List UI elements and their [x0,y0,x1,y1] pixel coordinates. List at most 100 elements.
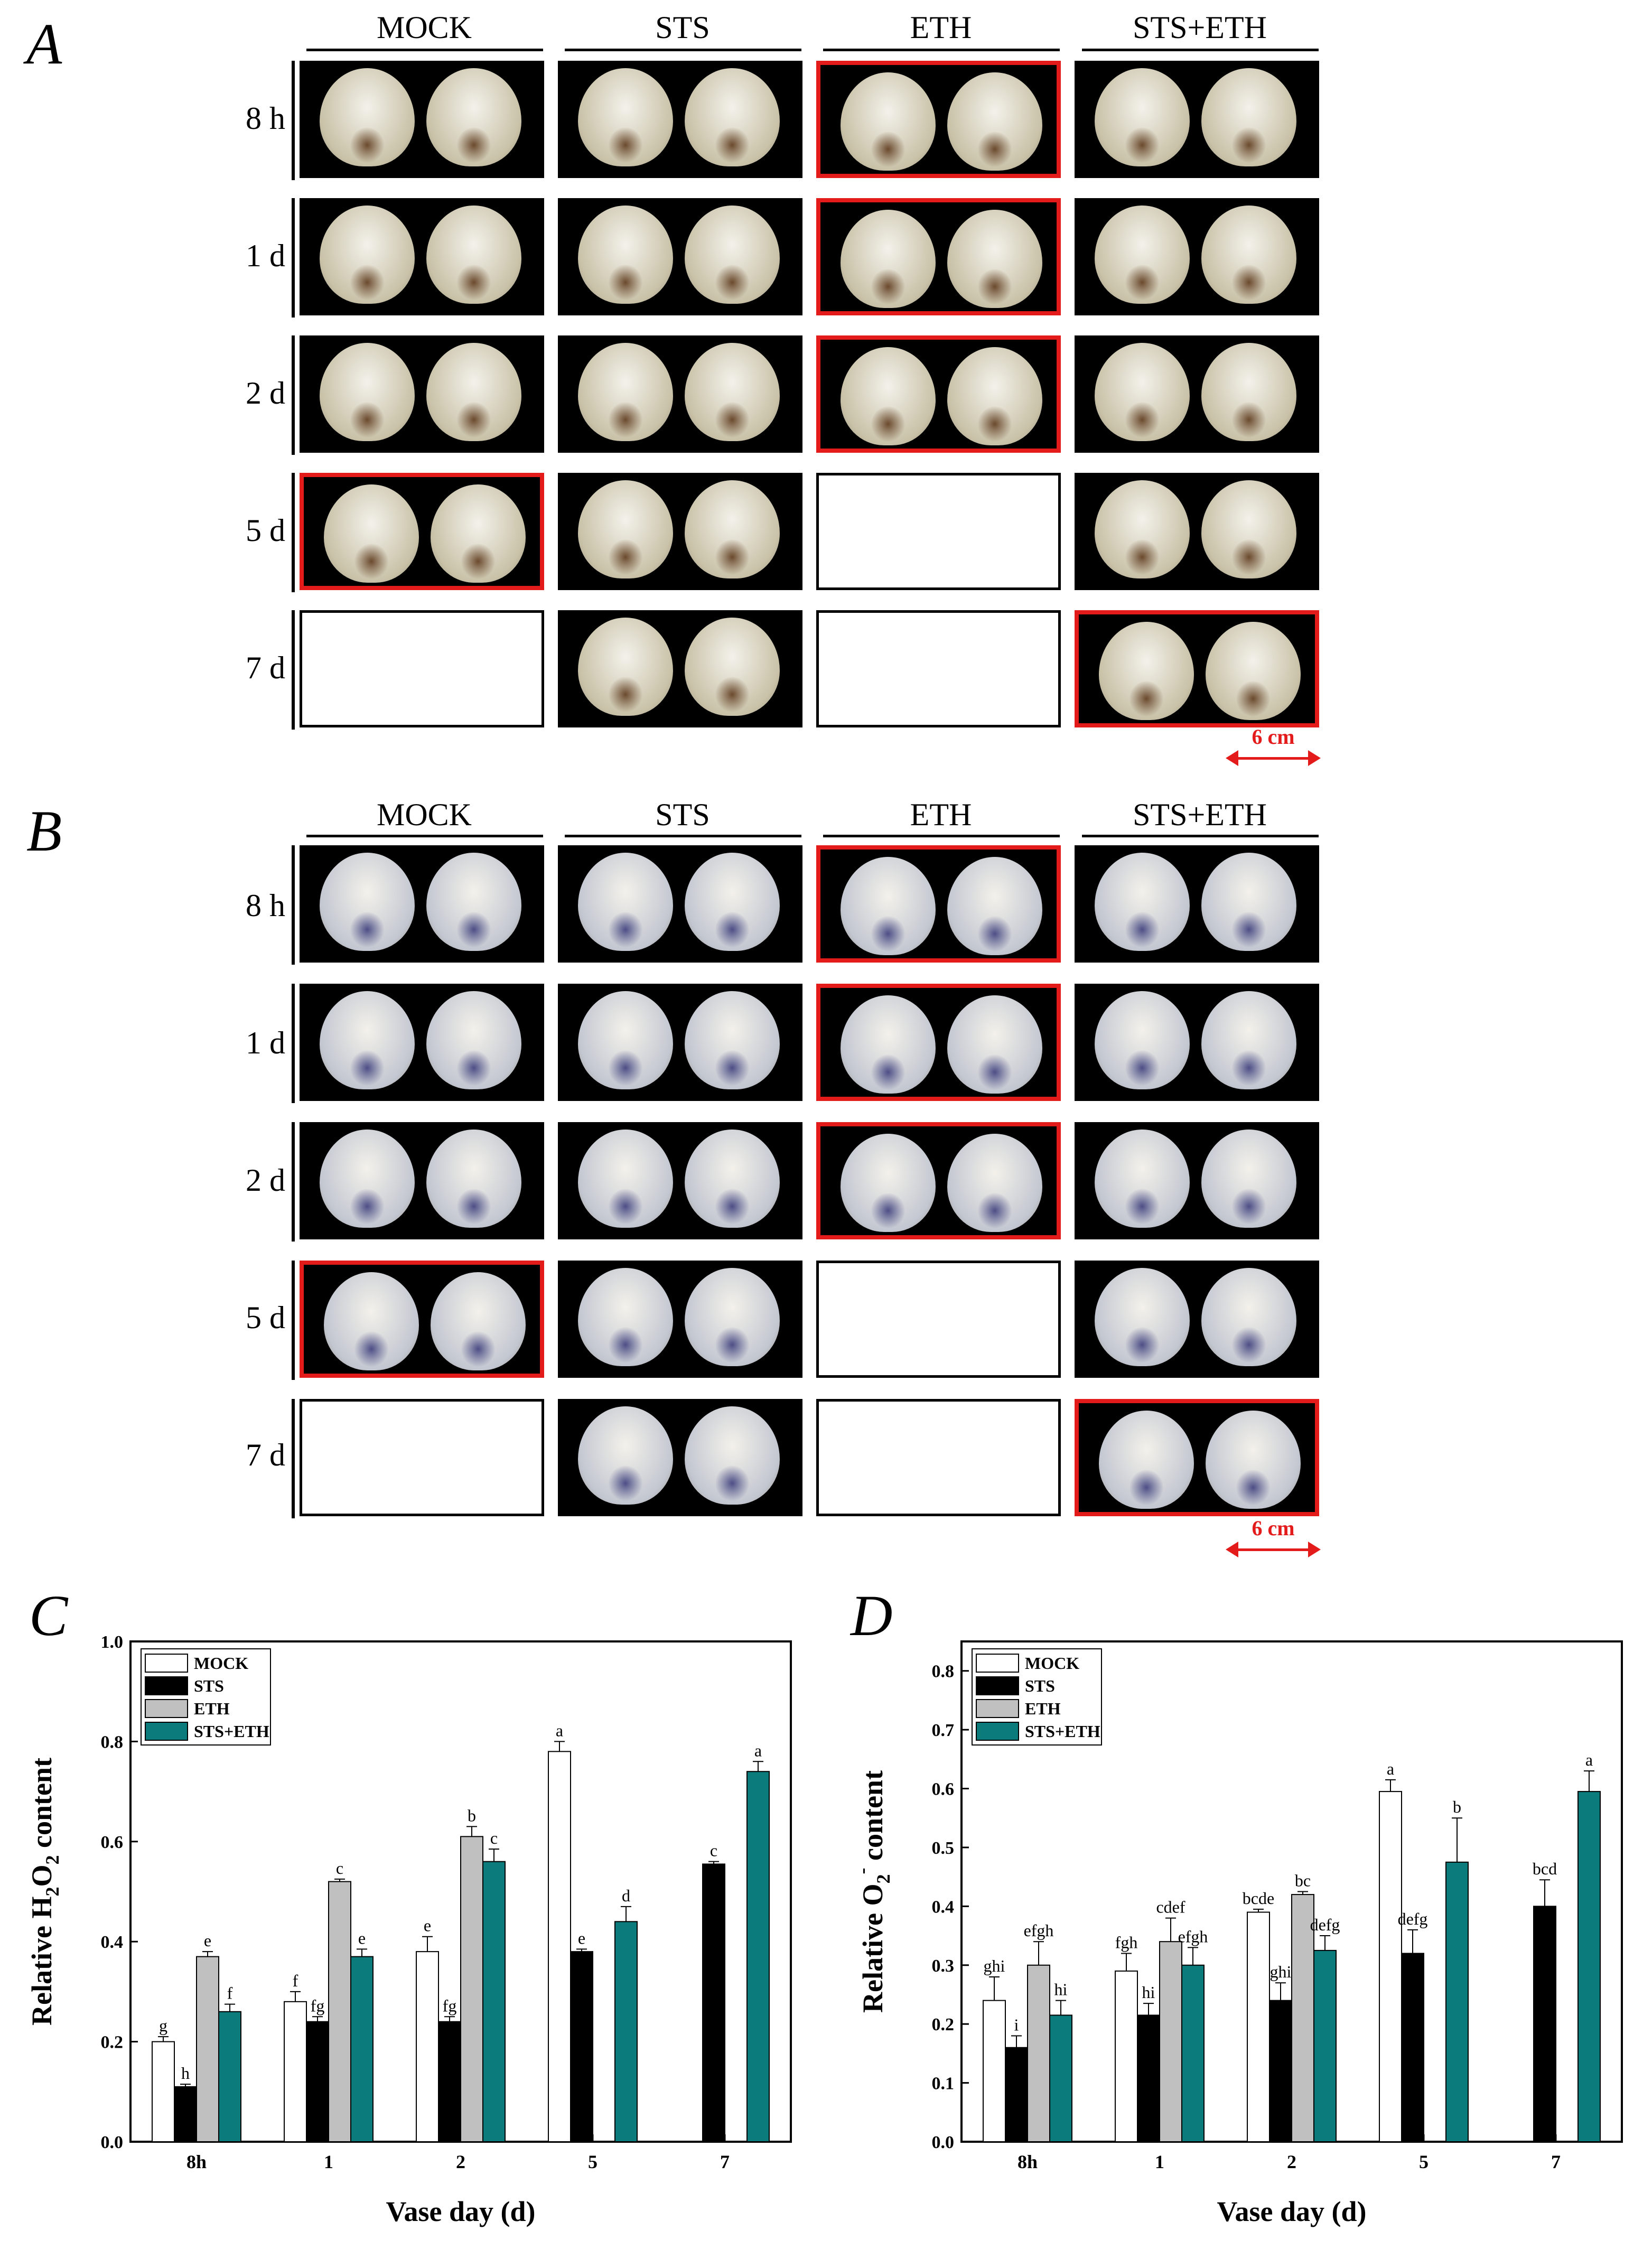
y-tick-label: 0.3 [932,1956,955,1976]
significance-letter: fgh [1115,1933,1138,1952]
petal-photo [300,473,544,590]
petal [578,1130,673,1228]
petal [1201,991,1296,1089]
petal [685,991,780,1089]
petal-stain [1231,402,1266,437]
x-tick-label: 2 [456,2151,465,2172]
petal-stain [461,543,496,579]
x-tick-label: 1 [1155,2151,1164,2172]
petal-photo [1075,845,1319,963]
legend-swatch [145,1654,188,1673]
petal-stain [715,1050,750,1086]
petal-stain [456,402,491,437]
row-label-5d: 5 d [246,513,285,548]
row-label-7d: 7 d [246,650,285,685]
y-tick-label: 0.8 [101,1732,124,1752]
bar [1027,1964,1050,2142]
petal-stain [1125,911,1160,947]
column-rule [565,835,801,837]
petal [947,1134,1042,1232]
significance-letter: g [159,2016,167,2035]
petal [685,1268,780,1366]
petal [426,991,521,1089]
panel-letter-c: C [29,1583,68,1648]
significance-letter: b [1453,1797,1461,1816]
bar [1445,1861,1469,2142]
petal-photo [816,984,1061,1101]
significance-letter: d [622,1886,630,1905]
empty-petal-cell [300,610,544,727]
row-label-7d: 7 d [246,1438,285,1472]
significance-letter: defg [1398,1909,1428,1928]
petal-stain [1231,127,1266,163]
petal-photo [1075,984,1319,1101]
petal [426,206,521,304]
bar [1269,2000,1292,2142]
significance-letter: f [293,1971,298,1990]
petal [841,1134,936,1232]
bar [482,1861,506,2142]
y-tick-label: 0.0 [932,2133,955,2152]
petal-stain [350,1050,385,1086]
petal [426,1130,521,1228]
scale-bar-arrow-right [1308,750,1321,766]
petal [685,1406,780,1505]
bar [350,1956,374,2142]
bar [1291,1894,1314,2143]
petal [578,343,673,441]
petal-photo [1075,610,1319,727]
petal-stain [608,1327,643,1362]
bar [152,2041,175,2142]
scale-bar-label: 6 cm [1252,725,1295,749]
petal [1095,206,1190,304]
petal [685,618,780,716]
petal-stain [1125,402,1160,437]
x-tick-label: 7 [1551,2151,1561,2172]
bar [328,1881,351,2142]
petal-stain [715,676,750,712]
empty-petal-cell [300,1399,544,1516]
significance-letter: bc [1295,1871,1311,1890]
petal-stain [1125,1327,1160,1362]
petal [578,1406,673,1505]
petal-photo [1075,61,1319,178]
petal [947,995,1042,1094]
petal-photo [816,61,1061,178]
row-rule [292,473,295,592]
significance-letter: a [1585,1750,1593,1769]
petal-stain [1236,1469,1271,1505]
petal-stain [715,911,750,947]
petal-stain [608,127,643,163]
x-tick-label: 8h [186,2151,207,2172]
petal-stain [350,402,385,437]
bar [570,1951,593,2142]
petal-stain [715,1188,750,1224]
bar [460,1836,483,2142]
row-rule [292,1261,295,1380]
row-rule [292,1399,295,1518]
petal-photo [816,1122,1061,1239]
panel-letter-a: A [26,12,62,76]
row-label-2d: 2 d [246,376,285,410]
legend-swatch [145,1699,188,1718]
bar [1247,1911,1270,2143]
significance-letter: a [556,1721,563,1740]
row-rule [292,198,295,318]
scale-bar-arrow-left [1226,750,1238,766]
bar [1049,2014,1072,2143]
column-rule [1082,49,1319,51]
column-header-eth: ETH [910,797,972,832]
column-rule [306,49,543,51]
x-tick-label: 1 [324,2151,333,2172]
petal-photo [558,61,802,178]
column-rule [565,49,801,51]
petal-stain [354,543,389,579]
petal-stain [1231,1327,1266,1362]
petal-stain [350,127,385,163]
petal-stain [456,1188,491,1224]
y-axis-label: Relative O2- content [852,1770,894,2013]
significance-letter: e [578,1928,585,1947]
column-header-sts: STS [655,10,710,45]
column-rule [1082,835,1319,837]
petal-stain [715,402,750,437]
